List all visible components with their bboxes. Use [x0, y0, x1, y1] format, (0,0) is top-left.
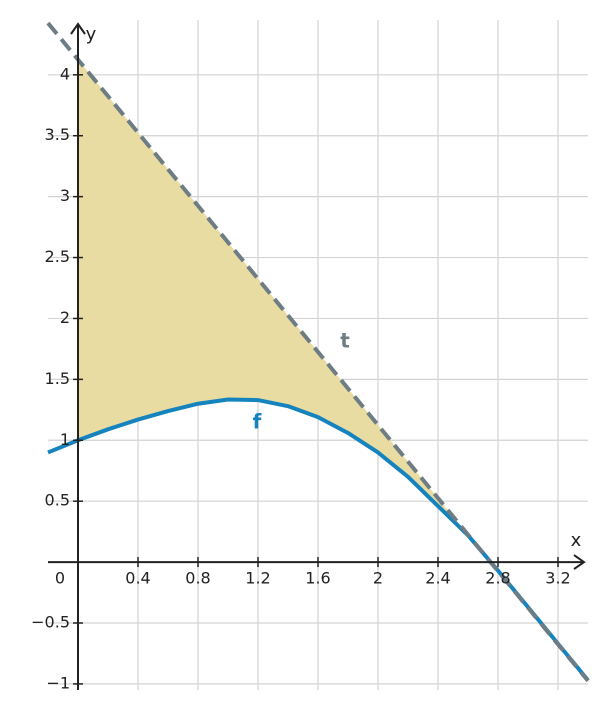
series-line [46, 21, 590, 683]
x-arrow [573, 554, 586, 570]
line-layer: ft [46, 21, 590, 683]
series-label: f [253, 410, 262, 434]
x-tick-label: 0.8 [185, 569, 210, 588]
y-tick-label: 3.5 [45, 125, 70, 144]
y-tick-label: 4 [60, 64, 70, 83]
y-tick-label: 2 [60, 308, 70, 327]
x-tick-label: 1.2 [245, 569, 270, 588]
y-tick-label: −0.5 [31, 613, 70, 632]
x-tick-label: 0 [55, 569, 65, 588]
y-arrow [70, 22, 86, 35]
axes: 0 0.4 0.8 1.2 1.6 2 2.4 2.8 3.2 −1 −0.5 0.5 1 1.5 2 2.5… [31, 22, 586, 692]
y-tick-label: 1 [60, 430, 70, 449]
x-tick-label: 3.2 [545, 569, 570, 588]
y-tick-label: 0.5 [45, 491, 70, 510]
series-line [47, 397, 590, 682]
y-tick-label: 3 [60, 186, 70, 205]
y-axis-label: y [86, 24, 97, 45]
y-tick-label: 1.5 [45, 369, 70, 388]
y-tick-label: −1 [46, 673, 70, 692]
x-axis-label: x [571, 530, 582, 551]
series-label: t [340, 329, 350, 353]
x-tick-label: 2.8 [485, 569, 510, 588]
x-tick-label: 2 [373, 569, 383, 588]
x-tick-label: 0.4 [125, 569, 150, 588]
x-tick-label: 2.4 [425, 569, 450, 588]
y-tick-label: 2.5 [45, 247, 70, 266]
x-tick-label: 1.6 [305, 569, 330, 588]
